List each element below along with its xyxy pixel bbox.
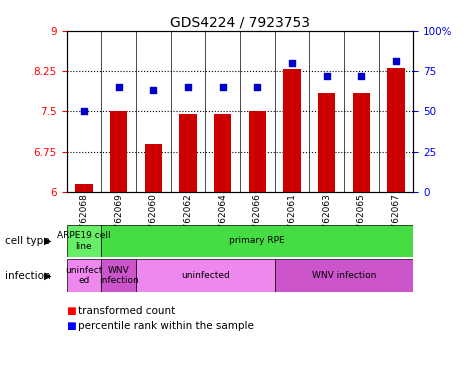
- Bar: [283, 70, 301, 192]
- Point: [184, 84, 192, 90]
- Text: WNV
infection: WNV infection: [99, 266, 138, 285]
- Bar: [110, 111, 127, 192]
- Bar: [318, 93, 335, 192]
- Text: ARPE19 cell
line: ARPE19 cell line: [57, 231, 111, 251]
- Bar: [248, 111, 266, 192]
- Point: [254, 84, 261, 90]
- Text: ▶: ▶: [44, 236, 51, 246]
- Bar: [387, 68, 405, 192]
- Text: WNV infection: WNV infection: [312, 271, 376, 280]
- Text: primary RPE: primary RPE: [229, 237, 285, 245]
- Text: cell type: cell type: [5, 236, 49, 246]
- Title: GDS4224 / 7923753: GDS4224 / 7923753: [170, 16, 310, 30]
- Bar: [66, 225, 101, 257]
- Text: ■: ■: [66, 321, 76, 331]
- Point: [358, 73, 365, 79]
- Point: [80, 108, 88, 114]
- Point: [149, 87, 157, 93]
- Text: percentile rank within the sample: percentile rank within the sample: [78, 321, 254, 331]
- Text: uninfect
ed: uninfect ed: [65, 266, 103, 285]
- Bar: [275, 259, 413, 292]
- Bar: [136, 259, 275, 292]
- Point: [323, 73, 331, 79]
- Text: ▶: ▶: [44, 270, 51, 281]
- Bar: [75, 184, 93, 192]
- Point: [115, 84, 123, 90]
- Bar: [66, 259, 101, 292]
- Point: [288, 60, 295, 66]
- Bar: [214, 114, 231, 192]
- Point: [392, 58, 400, 65]
- Bar: [179, 114, 197, 192]
- Text: uninfected: uninfected: [181, 271, 229, 280]
- Bar: [144, 144, 162, 192]
- Point: [218, 84, 227, 90]
- Text: ■: ■: [66, 306, 76, 316]
- Text: transformed count: transformed count: [78, 306, 176, 316]
- Bar: [352, 93, 370, 192]
- Text: infection: infection: [5, 270, 50, 281]
- Bar: [101, 259, 136, 292]
